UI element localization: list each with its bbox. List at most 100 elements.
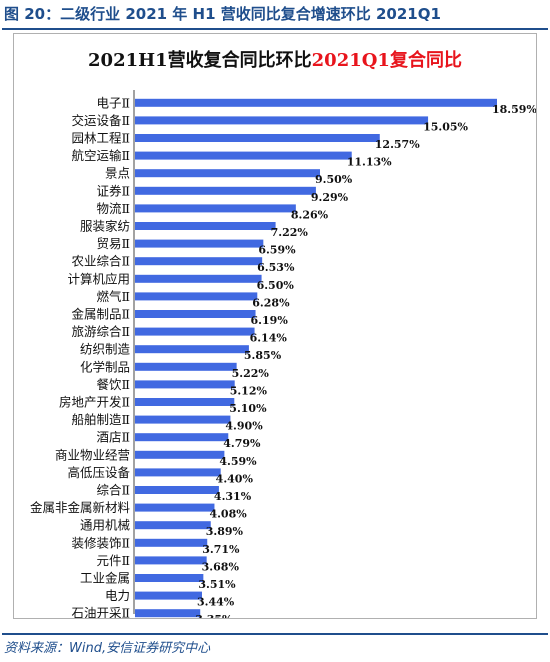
heading-rule [2, 28, 548, 30]
bar [135, 204, 296, 213]
value-label: 11.13% [347, 156, 392, 169]
category-label: 综合Ⅱ [97, 483, 131, 498]
category-label: 燃气Ⅱ [97, 289, 131, 304]
source-note: 资料来源：Wind,安信证券研究中心 [4, 641, 211, 656]
bar [135, 415, 231, 424]
category-label: 证券Ⅱ [97, 183, 131, 198]
bar [135, 257, 263, 266]
bar [135, 134, 380, 142]
bar [135, 556, 207, 565]
category-label: 餐饮Ⅱ [97, 377, 131, 392]
bar [135, 450, 225, 459]
bar [135, 274, 262, 283]
value-label: 6.28% [252, 296, 290, 309]
bar [135, 521, 211, 530]
category-label: 金属非金属新材料 [30, 500, 131, 515]
bar [135, 574, 204, 582]
value-label: 5.12% [230, 384, 268, 397]
value-label: 4.90% [225, 420, 263, 433]
category-label: 服装家纺 [80, 219, 130, 234]
bar [135, 538, 208, 547]
bar [135, 609, 201, 618]
value-label: 3.89% [206, 525, 244, 538]
bar [135, 486, 219, 494]
value-label: 15.05% [423, 120, 468, 133]
category-label: 交运设备Ⅱ [72, 113, 131, 128]
value-label: 6.50% [257, 279, 295, 292]
value-label: 3.35% [195, 613, 233, 618]
category-label: 贸易Ⅱ [97, 236, 131, 251]
value-label: 12.57% [375, 138, 420, 151]
chart-title: 2021H1营收复合同比环比2021Q1复合同比 [88, 49, 462, 71]
bar [135, 327, 255, 336]
category-label: 园林工程Ⅱ [72, 131, 131, 146]
bar [135, 362, 237, 371]
value-label: 4.40% [216, 472, 254, 485]
bar [135, 380, 235, 389]
category-label: 房地产开发Ⅱ [59, 395, 130, 410]
bar [135, 222, 276, 230]
value-label: 3.51% [198, 578, 236, 591]
value-label: 4.08% [209, 508, 247, 521]
bar [135, 151, 352, 160]
bar [135, 503, 215, 512]
bar [135, 239, 264, 248]
source-rule [2, 633, 548, 635]
bar [135, 292, 258, 301]
category-label: 物流Ⅱ [97, 201, 131, 216]
category-label: 旅游综合Ⅱ [72, 324, 131, 339]
value-label: 4.31% [214, 490, 252, 503]
category-label: 景点 [105, 166, 130, 181]
category-label: 电子Ⅱ [97, 95, 131, 110]
bar [135, 468, 221, 477]
category-label: 电力 [105, 588, 130, 603]
category-label: 元件Ⅱ [97, 553, 131, 568]
value-label: 7.22% [271, 226, 309, 239]
value-label: 5.10% [229, 402, 267, 415]
value-label: 9.50% [315, 173, 353, 186]
category-label: 纺织制造 [80, 342, 131, 357]
category-label: 石油开采Ⅱ [72, 606, 131, 618]
value-label: 6.14% [250, 332, 288, 345]
bar [135, 116, 429, 125]
category-label: 通用机械 [80, 518, 131, 533]
value-label: 5.85% [244, 349, 282, 362]
value-label: 4.59% [219, 455, 257, 468]
value-label: 9.29% [311, 191, 349, 204]
value-label: 3.68% [202, 560, 240, 573]
category-label: 金属制品Ⅱ [72, 307, 131, 322]
value-label: 4.79% [223, 437, 261, 450]
category-label: 农业综合Ⅱ [72, 254, 131, 269]
category-label: 酒店Ⅱ [97, 430, 131, 445]
bar [135, 591, 202, 600]
bar [135, 310, 256, 318]
bar [135, 98, 497, 107]
bar [135, 186, 316, 195]
category-label: 航空运输Ⅱ [72, 148, 131, 163]
value-label: 3.71% [202, 543, 240, 556]
bar [135, 398, 235, 406]
figure-heading: 图 20：二级行业 2021 年 H1 营收同比复合增速环比 2021Q1 [4, 5, 441, 23]
bar-chart: 2021H1营收复合同比环比2021Q1复合同比 电子Ⅱ 18.59% 交运设备Ⅱ 1… [30, 49, 536, 618]
chart-frame: 2021H1营收复合同比环比2021Q1复合同比 电子Ⅱ 18.59% 交运设备Ⅱ 1… [13, 33, 537, 619]
category-label: 高低压设备 [67, 465, 130, 480]
value-label: 6.19% [251, 314, 289, 327]
value-label: 18.59% [492, 103, 536, 116]
category-label: 化学制品 [80, 359, 130, 374]
value-label: 3.44% [197, 596, 235, 609]
bar [135, 433, 229, 442]
category-label: 商业物业经营 [55, 447, 130, 462]
value-label: 6.53% [257, 261, 295, 274]
category-label: 工业金属 [80, 571, 130, 586]
chart-title-part2: 2021Q1复合同比 [312, 49, 462, 71]
value-label: 6.59% [258, 244, 296, 257]
value-label: 8.26% [291, 208, 329, 221]
bars-group: 电子Ⅱ 18.59% 交运设备Ⅱ 15.05% 园林工程Ⅱ 12.57% 航空运输Ⅱ 11.1… [30, 95, 536, 618]
category-label: 计算机应用 [67, 271, 130, 286]
value-label: 5.22% [232, 367, 270, 380]
chart-title-part1: 2021H1营收复合同比环比 [88, 49, 312, 71]
bar [135, 345, 249, 354]
category-label: 装修装饰Ⅱ [72, 535, 131, 550]
category-label: 船舶制造Ⅱ [72, 412, 131, 427]
bar [135, 169, 320, 178]
